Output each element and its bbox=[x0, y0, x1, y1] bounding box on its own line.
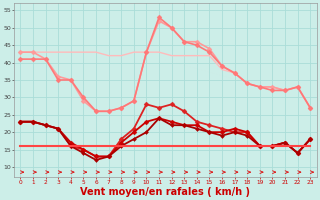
X-axis label: Vent moyen/en rafales ( km/h ): Vent moyen/en rafales ( km/h ) bbox=[80, 187, 250, 197]
